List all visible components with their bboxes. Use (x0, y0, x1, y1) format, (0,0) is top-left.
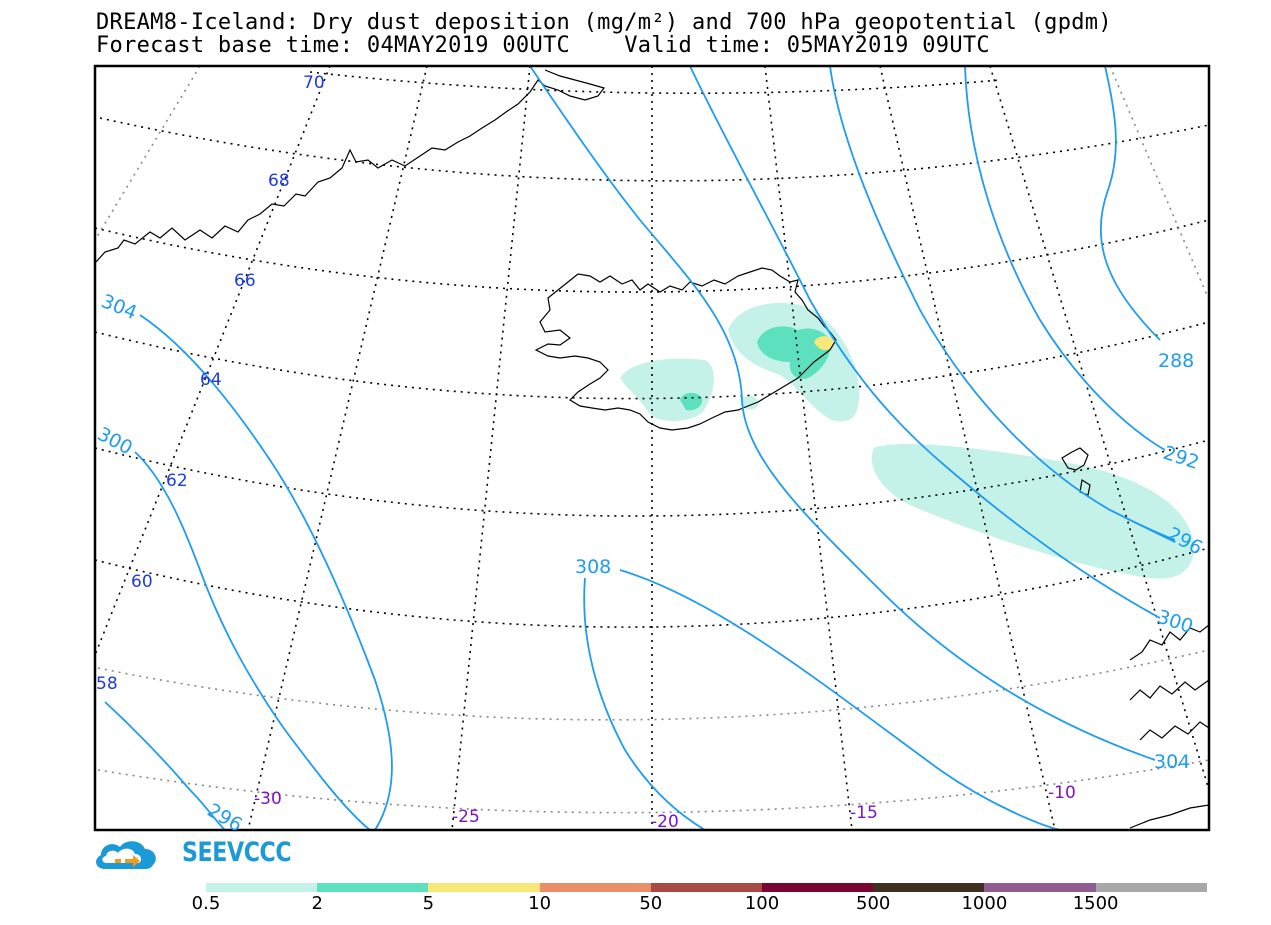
colorbar-swatch (650, 883, 762, 892)
map-title-line-1: DREAM8-Iceland: Dry dust deposition (mg/… (96, 10, 1112, 35)
colorbar-swatch (761, 883, 874, 892)
logo-text: SEEVCCC (182, 837, 292, 868)
meridian-25 (451, 66, 531, 830)
meridian-30 (247, 66, 428, 830)
colorbar-swatch (539, 883, 651, 892)
colorbar (206, 883, 1207, 892)
meridian-0 (1109, 66, 1209, 301)
meridian-40 (95, 66, 201, 241)
geopotential-contours (104, 66, 1176, 830)
colorbar-swatch (984, 883, 1096, 892)
lon-label-minus-30: -30 (254, 789, 282, 809)
colorbar-tick-label: 50 (639, 893, 663, 914)
lat-label-66: 66 (234, 271, 256, 291)
lat-label-68: 68 (268, 171, 290, 191)
parallel-58 (97, 649, 1209, 721)
contour-304-west (139, 314, 393, 830)
colorbar-tick-label: 1000 (961, 893, 1008, 914)
lat-label-64: 64 (200, 370, 222, 390)
contour-300-east (689, 66, 1161, 619)
cloud-arrow-icon (96, 841, 156, 869)
colorbar-tick-label: 1500 (1072, 893, 1119, 914)
dust-peak-east (814, 336, 834, 351)
lat-label-62: 62 (166, 471, 188, 491)
parallel-70 (309, 71, 1001, 95)
lat-label-60: 60 (131, 572, 153, 592)
colorbar-tick-label: 10 (528, 893, 552, 914)
lat-label-58: 58 (96, 674, 118, 694)
dust-area-small-south (740, 395, 759, 410)
lon-label-minus-15: -15 (850, 803, 878, 823)
meridian-15 (764, 66, 853, 830)
geo-label-308: 308 (575, 556, 611, 578)
contour-300-west (134, 451, 371, 830)
map-frame (93, 64, 1211, 832)
map-content (95, 66, 1209, 830)
contour-east-small (1109, 509, 1176, 541)
colorbar-swatch (428, 883, 540, 892)
parallel-68 (99, 117, 1209, 182)
lon-label-minus-10: -10 (1048, 783, 1076, 803)
colorbar-tick-label: 5 (422, 893, 435, 914)
coast-norway (1129, 624, 1209, 829)
geo-label-304-west: 304 (98, 290, 140, 324)
coast-greenland (95, 69, 606, 263)
contour-308-east-branch (619, 569, 1061, 830)
coastlines (95, 69, 1209, 829)
contour-288 (1099, 66, 1161, 341)
dust-plume-east (871, 444, 1195, 579)
parallel-64 (95, 321, 1209, 400)
graticule (95, 66, 1209, 830)
colorbar-swatch (873, 883, 985, 892)
dust-core-east (757, 326, 831, 379)
contour-iceland-west (529, 66, 1156, 761)
colorbar-tick-label: 2 (311, 893, 323, 914)
parallel-66 (95, 219, 1209, 293)
lon-label-minus-20: -20 (651, 812, 679, 832)
colorbar-swatch (317, 883, 429, 892)
coast-faroe-islands (1061, 447, 1091, 496)
colorbar-tick-label: 500 (856, 893, 891, 914)
dust-deposition-field (620, 302, 1195, 579)
geo-label-304-east: 304 (1154, 751, 1190, 773)
meridian-35 (95, 66, 331, 656)
colorbar-swatch (1095, 883, 1207, 892)
lat-label-70: 70 (303, 73, 325, 93)
geo-label-292: 292 (1160, 442, 1201, 474)
map-title-line-2: Forecast base time: 04MAY2019 00UTC Vali… (96, 33, 990, 58)
longitude-labels: -30 -25 -20 -15 -10 (254, 783, 1076, 832)
contour-292 (964, 66, 1166, 451)
parallel-62 (95, 439, 1209, 517)
contour-308 (583, 577, 706, 830)
latitude-labels: 70 68 66 64 62 60 58 (96, 73, 325, 694)
geo-label-288: 288 (1158, 350, 1194, 372)
colorbar-tick-label: 0.5 (191, 893, 221, 914)
lon-label-minus-25: -25 (452, 807, 480, 827)
geo-label-300-west: 300 (94, 423, 136, 459)
meridian-5 (989, 66, 1209, 791)
parallel-60 (95, 547, 1209, 628)
colorbar-tick-label: 100 (744, 893, 780, 914)
colorbar-swatch (206, 883, 318, 892)
contour-296-west (104, 701, 226, 830)
coast-iceland (534, 267, 837, 431)
geo-label-300-east: 300 (1154, 606, 1195, 638)
seevccc-logo (96, 841, 156, 869)
